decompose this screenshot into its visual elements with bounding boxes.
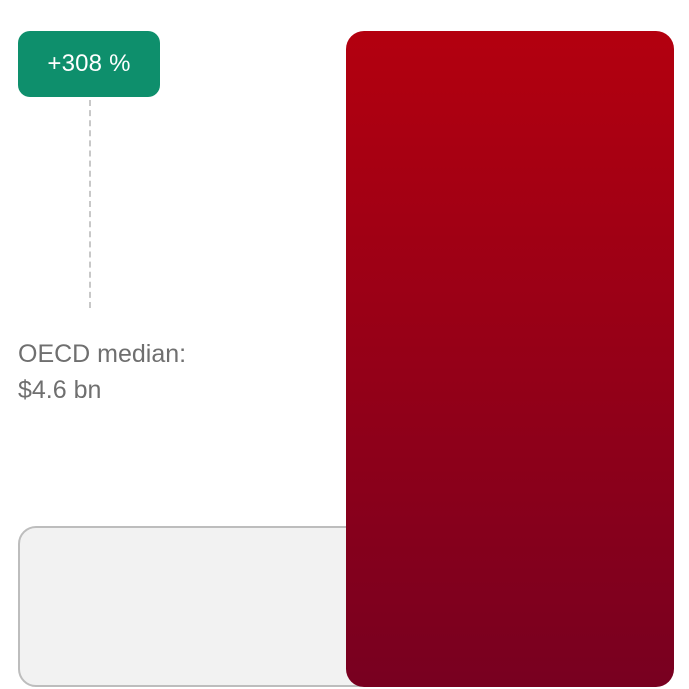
- change-badge: +308 %: [18, 31, 160, 97]
- median-label-value: $4.6 bn: [18, 376, 102, 404]
- median-label-title: OECD median:: [18, 340, 187, 368]
- median-label: OECD median: $4.6 bn: [18, 336, 186, 408]
- leader-line: [89, 100, 91, 308]
- median-bar: [18, 526, 378, 687]
- value-bar: [346, 31, 674, 687]
